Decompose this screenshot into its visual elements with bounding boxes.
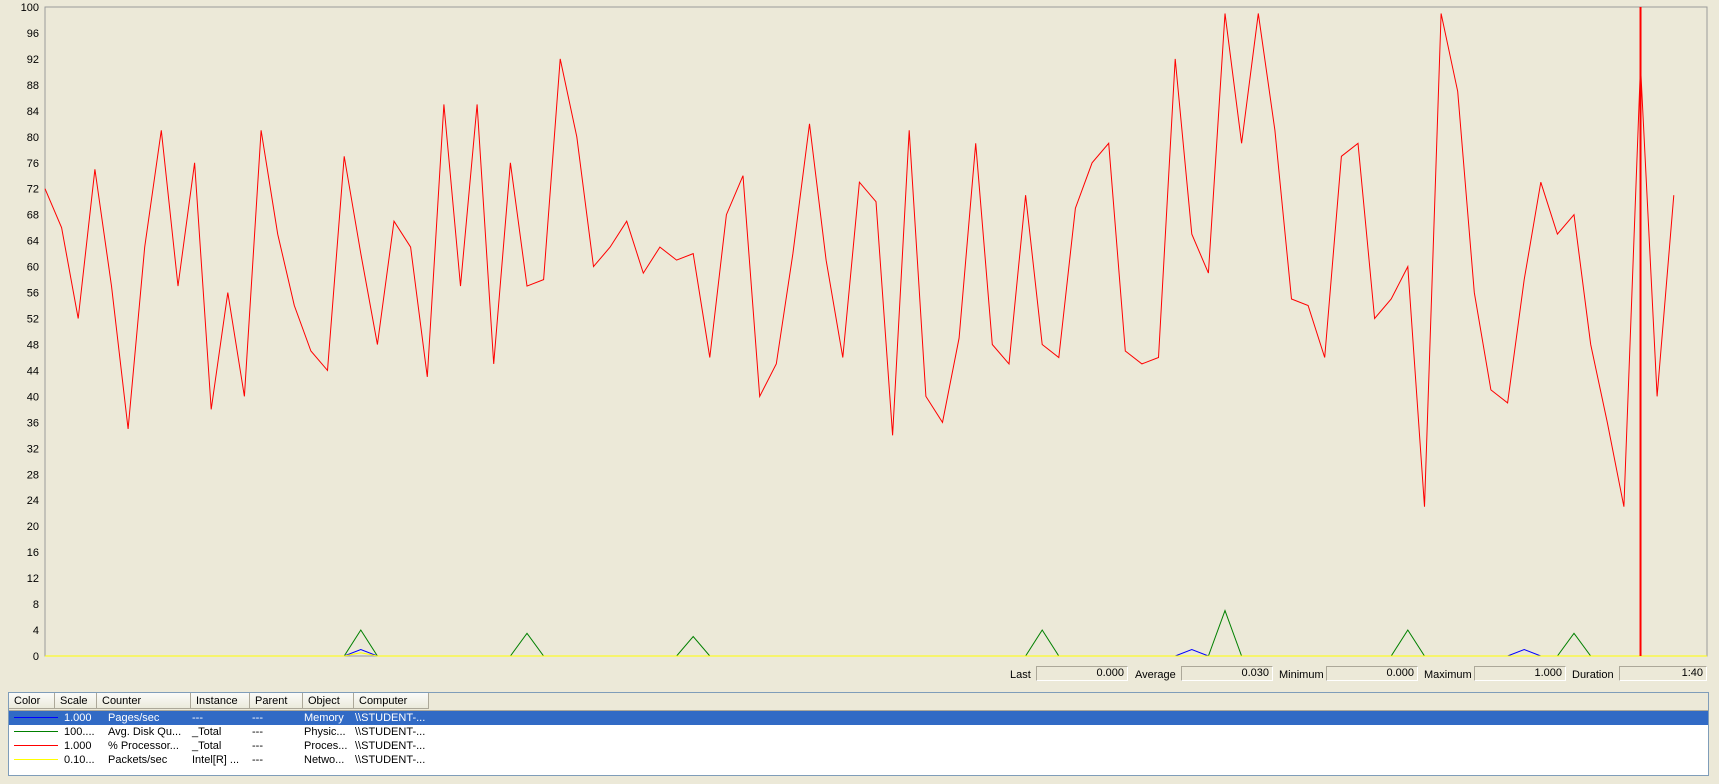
series-line bbox=[44, 13, 1675, 507]
y-tick-label: 36 bbox=[27, 417, 39, 429]
legend-row[interactable]: 100.... Avg. Disk Qu... _Total --- Physi… bbox=[9, 725, 1708, 739]
average-label: Average bbox=[1135, 669, 1176, 681]
y-tick-label: 32 bbox=[27, 443, 39, 455]
instance-cell: _Total bbox=[192, 726, 222, 738]
legend-row[interactable]: 0.10... Packets/sec Intel[R] ... --- Net… bbox=[9, 753, 1708, 767]
performance-chart: 0481216202428323640444852566064687276808… bbox=[21, 2, 1708, 663]
plot-area bbox=[44, 6, 1708, 657]
y-tick-label: 0 bbox=[33, 651, 39, 663]
scale-cell: 100.... bbox=[64, 726, 95, 738]
minimum-label: Minimum bbox=[1279, 669, 1324, 681]
y-tick-label: 48 bbox=[27, 339, 39, 351]
y-axis-ticks: 0481216202428323640444852566064687276808… bbox=[21, 2, 39, 663]
computer-cell: \\STUDENT-... bbox=[355, 754, 426, 766]
y-tick-label: 20 bbox=[27, 521, 39, 533]
scale-cell: 1.000 bbox=[64, 740, 92, 752]
y-tick-label: 8 bbox=[33, 599, 39, 611]
counter-cell: Packets/sec bbox=[108, 754, 168, 766]
column-header-color[interactable]: Color bbox=[9, 693, 55, 709]
y-tick-label: 96 bbox=[27, 28, 39, 40]
scale-cell: 1.000 bbox=[64, 712, 92, 724]
y-tick-label: 76 bbox=[27, 158, 39, 170]
object-cell: Memory bbox=[304, 712, 344, 724]
legend-header: Color Scale Counter Instance Parent Obje… bbox=[9, 693, 1708, 711]
object-cell: Physic... bbox=[304, 726, 346, 738]
series-line bbox=[45, 652, 1707, 657]
y-tick-label: 100 bbox=[21, 2, 39, 14]
instance-cell: Intel[R] ... bbox=[192, 754, 240, 766]
object-cell: Netwo... bbox=[304, 754, 345, 766]
parent-cell: --- bbox=[252, 726, 263, 738]
object-cell: Proces... bbox=[304, 740, 348, 752]
counter-cell: Pages/sec bbox=[108, 712, 160, 724]
y-tick-label: 60 bbox=[27, 262, 39, 274]
y-tick-label: 12 bbox=[27, 573, 39, 585]
minimum-value: 0.000 bbox=[1326, 666, 1418, 681]
duration-label: Duration bbox=[1572, 669, 1614, 681]
color-swatch bbox=[14, 731, 58, 732]
counter-cell: % Processor... bbox=[108, 740, 179, 752]
y-tick-label: 64 bbox=[27, 236, 39, 248]
last-label: Last bbox=[1010, 669, 1031, 681]
scale-cell: 0.10... bbox=[64, 754, 95, 766]
y-tick-label: 52 bbox=[27, 314, 39, 326]
column-header-counter[interactable]: Counter bbox=[97, 693, 191, 709]
color-swatch bbox=[14, 717, 58, 718]
y-tick-label: 40 bbox=[27, 391, 39, 403]
column-header-scale[interactable]: Scale bbox=[55, 693, 97, 709]
computer-cell: \\STUDENT-... bbox=[355, 726, 426, 738]
last-value: 0.000 bbox=[1036, 666, 1128, 681]
column-header-computer[interactable]: Computer bbox=[354, 693, 429, 709]
column-header-parent[interactable]: Parent bbox=[250, 693, 303, 709]
y-tick-label: 56 bbox=[27, 288, 39, 300]
computer-cell: \\STUDENT-... bbox=[355, 740, 426, 752]
y-tick-label: 44 bbox=[27, 365, 39, 377]
legend-row[interactable]: 1.000 % Processor... _Total --- Proces..… bbox=[9, 739, 1708, 753]
counter-legend-list[interactable]: Color Scale Counter Instance Parent Obje… bbox=[8, 692, 1709, 776]
legend-row[interactable]: 1.000 Pages/sec --- --- Memory \\STUDENT… bbox=[9, 711, 1708, 725]
parent-cell: --- bbox=[252, 754, 263, 766]
y-tick-label: 24 bbox=[27, 495, 39, 507]
y-tick-label: 80 bbox=[27, 132, 39, 144]
series-lines bbox=[44, 13, 1707, 657]
column-header-instance[interactable]: Instance bbox=[191, 693, 250, 709]
y-tick-label: 28 bbox=[27, 469, 39, 481]
y-tick-label: 68 bbox=[27, 210, 39, 222]
y-tick-label: 92 bbox=[27, 54, 39, 66]
instance-cell: --- bbox=[192, 712, 203, 724]
computer-cell: \\STUDENT-... bbox=[355, 712, 426, 724]
y-tick-label: 16 bbox=[27, 547, 39, 559]
maximum-label: Maximum bbox=[1424, 669, 1472, 681]
parent-cell: --- bbox=[252, 712, 263, 724]
y-tick-label: 72 bbox=[27, 184, 39, 196]
instance-cell: _Total bbox=[192, 740, 222, 752]
average-value: 0.030 bbox=[1181, 666, 1273, 681]
y-tick-label: 4 bbox=[33, 625, 39, 637]
color-swatch bbox=[14, 759, 58, 760]
parent-cell: --- bbox=[252, 740, 263, 752]
y-tick-label: 84 bbox=[27, 106, 39, 118]
statistics-bar: Last 0.000 Average 0.030 Minimum 0.000 M… bbox=[0, 665, 1719, 685]
counter-cell: Avg. Disk Qu... bbox=[108, 726, 182, 738]
column-header-object[interactable]: Object bbox=[303, 693, 354, 709]
duration-value: 1:40 bbox=[1619, 666, 1707, 681]
maximum-value: 1.000 bbox=[1474, 666, 1566, 681]
color-swatch bbox=[14, 745, 58, 746]
y-tick-label: 88 bbox=[27, 80, 39, 92]
